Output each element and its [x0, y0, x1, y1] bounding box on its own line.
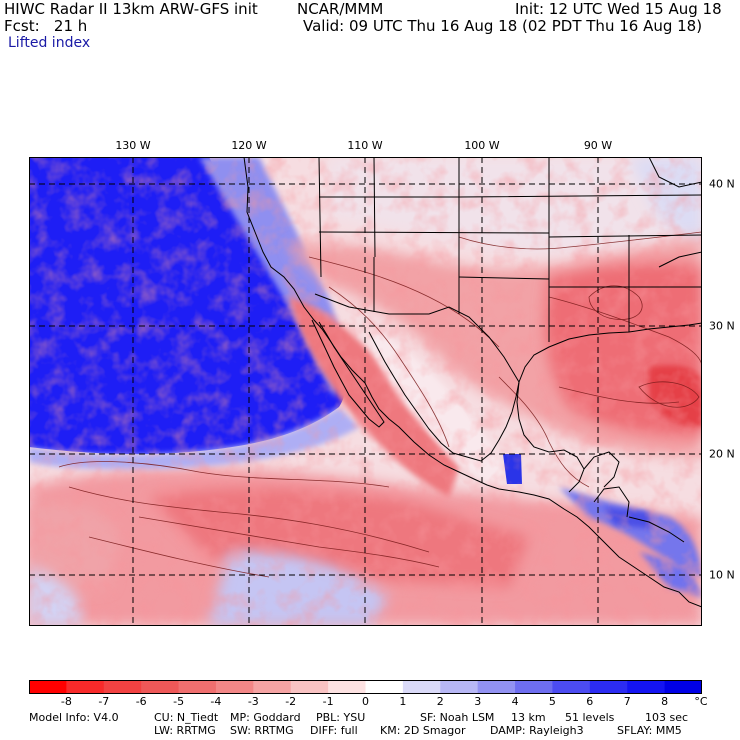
footer-levels: 51 levels — [565, 711, 615, 724]
colorbar-swatch — [515, 680, 553, 694]
colorbar-tick-label: 5 — [548, 695, 556, 708]
colorbar-tick-label: 2 — [436, 695, 444, 708]
valid-time: Valid: 09 UTC Thu 16 Aug 18 (02 PDT Thu … — [303, 17, 703, 35]
colorbar-swatch — [627, 680, 666, 694]
lifted-index-contours — [58, 231, 702, 578]
footer-model-info: Model Info: V4.0 — [29, 711, 119, 724]
footer-sflay: SFLAY: MM5 — [617, 724, 682, 737]
forecast-hour: Fcst: 21 h — [4, 17, 88, 35]
colorbar-swatch — [440, 680, 479, 694]
footer-sw: SW: RRTMG — [230, 724, 294, 737]
init-time: Init: 12 UTC Wed 15 Aug 18 — [515, 0, 722, 18]
colorbar-swatch — [664, 680, 702, 694]
colorbar-tick-label: -6 — [135, 695, 147, 708]
footer-damp: DAMP: Rayleigh3 — [490, 724, 584, 737]
colorbar-tick-label: -5 — [173, 695, 185, 708]
lon-label-120w: 120 W — [231, 139, 267, 152]
graticule — [29, 157, 702, 626]
colorbar-swatch — [365, 680, 404, 694]
organization-label: NCAR/MMM — [297, 0, 384, 18]
footer-km: KM: 2D Smagor — [380, 724, 466, 737]
colorbar — [29, 680, 702, 694]
colorbar-swatch — [253, 680, 292, 694]
colorbar-swatch — [552, 680, 591, 694]
colorbar-swatch — [141, 680, 180, 694]
colorbar-tick-label: -7 — [98, 695, 110, 708]
footer-pbl: PBL: YSU — [316, 711, 366, 724]
map-frame — [29, 157, 702, 626]
lon-label-110w: 110 W — [347, 139, 383, 152]
colorbar-tick-label: 0 — [362, 695, 369, 708]
colorbar-swatch — [589, 680, 628, 694]
lat-label-30n: 30 N — [709, 319, 735, 333]
colorbar-swatch — [477, 680, 516, 694]
colorbar-tick-label: -4 — [210, 695, 222, 708]
footer-diff: DIFF: full — [310, 724, 358, 737]
colorbar-tick-label: 3 — [474, 695, 482, 708]
footer-timestep: 103 sec — [645, 711, 689, 724]
colorbar-tick-label: 6 — [586, 695, 594, 708]
colorbar-swatch — [402, 680, 441, 694]
colorbar-tick-label: 8 — [661, 695, 669, 708]
lon-label-90w: 90 W — [583, 139, 613, 152]
colorbar-tick-label: 1 — [399, 695, 407, 708]
colorbar-tick-label: 4 — [511, 695, 519, 708]
colorbar-frame — [29, 680, 702, 694]
coastlines-borders — [243, 157, 702, 608]
colorbar-swatch — [215, 680, 254, 694]
colorbar-unit: °C — [694, 695, 708, 708]
colorbar-swatch — [290, 680, 329, 694]
lon-label-100w: 100 W — [464, 139, 500, 152]
lat-label-20n: 20 N — [709, 447, 735, 461]
colorbar-swatch — [103, 680, 142, 694]
footer-mp: MP: Goddard — [230, 711, 301, 724]
lon-label-130w: 130 W — [115, 139, 151, 152]
colorbar-swatch — [29, 680, 67, 694]
model-title: HIWC Radar II 13km ARW-GFS init — [4, 0, 258, 18]
lat-label-10n: 10 N — [709, 568, 735, 582]
footer-sf: SF: Noah LSM — [420, 711, 495, 724]
footer-resolution: 13 km — [511, 711, 546, 724]
colorbar-swatch — [178, 680, 217, 694]
colorbar-tick-label: 7 — [623, 695, 631, 708]
field-name: Lifted index — [8, 35, 91, 51]
footer-cu: CU: N_Tiedt — [154, 711, 219, 724]
colorbar-swatch — [328, 680, 366, 694]
footer-lw: LW: RRTMG — [154, 724, 216, 737]
lifted-index-map — [29, 157, 702, 626]
colorbar-tick-label: -2 — [285, 695, 297, 708]
colorbar-tick-label: -1 — [322, 695, 334, 708]
colorbar-swatch — [66, 680, 105, 694]
lat-label-40n: 40 N — [709, 177, 735, 191]
colorbar-tick-label: -8 — [60, 695, 72, 708]
colorbar-tick-label: -3 — [247, 695, 259, 708]
